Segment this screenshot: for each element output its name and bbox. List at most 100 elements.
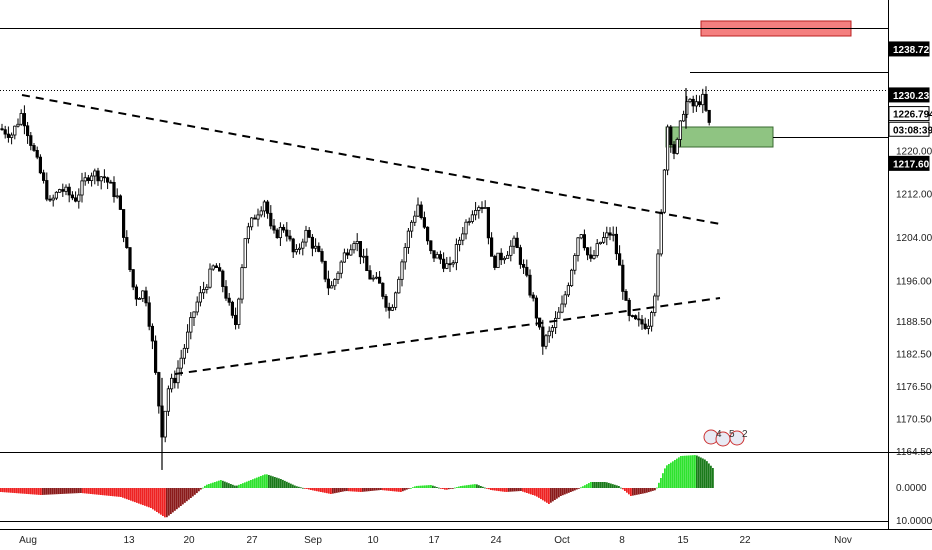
oscillator-bar <box>54 488 56 495</box>
price-label-countdown[interactable]: 03:08:39 <box>888 121 932 137</box>
candle <box>365 248 369 272</box>
oscillator-bar <box>184 488 186 503</box>
oscillator-bar <box>118 488 120 497</box>
oscillator-bar <box>58 488 60 495</box>
oscillator-bar <box>410 488 412 489</box>
oscillator-bar <box>478 485 480 488</box>
oscillator-bar <box>678 457 680 488</box>
event-count-3: 2 <box>742 429 748 440</box>
price-label-boxed[interactable]: 1230.237 <box>888 87 932 103</box>
candle <box>560 295 564 314</box>
oscillator-bar <box>634 488 636 496</box>
oscillator-bar <box>382 488 384 491</box>
candle <box>640 314 644 330</box>
oscillator-bar <box>26 488 28 494</box>
oscillator-bar <box>384 488 386 491</box>
y-tick-label: 1170.500 <box>896 415 932 426</box>
x-tick-label: 27 <box>246 535 258 546</box>
oscillator-bar <box>114 488 116 497</box>
oscillator-bar <box>476 484 478 488</box>
oscillator-bar <box>568 488 570 493</box>
oscillator-bar <box>172 488 174 513</box>
oscillator-bar <box>700 457 702 488</box>
oscillator-bar <box>6 488 8 493</box>
oscillator-bar <box>292 484 294 488</box>
candle <box>349 244 353 256</box>
candle <box>64 184 68 196</box>
candle <box>240 264 244 304</box>
oscillator-bar <box>452 488 454 489</box>
oscillator-bar <box>396 488 398 492</box>
oscillator-bar <box>214 482 216 488</box>
oscillator-bar <box>486 488 488 489</box>
x-tick-label: 13 <box>123 535 135 546</box>
y-tick-label: 1188.500 <box>896 317 932 328</box>
price-label-current[interactable]: 1226.794 <box>888 106 932 122</box>
price-label-boxed[interactable]: 1217.602 <box>888 155 932 171</box>
oscillator-bar <box>344 488 346 492</box>
event-count-1: 4 <box>716 429 722 440</box>
candle <box>419 201 423 220</box>
oscillator-bar <box>624 488 626 491</box>
oscillator-bar <box>586 484 588 488</box>
oscillator-bar <box>696 455 698 488</box>
oscillator-bar <box>28 488 30 495</box>
candle <box>249 217 254 231</box>
oscillator-bar <box>484 487 486 489</box>
candle <box>35 146 39 160</box>
candle <box>169 373 174 393</box>
candle <box>278 222 283 247</box>
oscillator-bar <box>370 488 372 491</box>
lower-trendline[interactable] <box>174 297 721 375</box>
candle <box>166 385 170 416</box>
candle <box>96 167 100 186</box>
event-badge[interactable]: 4 5 2 <box>703 429 748 447</box>
candle <box>678 120 683 147</box>
oscillator-bar <box>414 486 416 488</box>
candle <box>595 239 599 258</box>
candle <box>653 293 657 317</box>
oscillator-bar <box>670 462 672 488</box>
candle <box>29 132 33 151</box>
candle <box>301 238 305 256</box>
y-tick-label: 1196.000 <box>896 276 932 287</box>
candle <box>637 311 641 327</box>
oscillator-bar <box>466 485 468 488</box>
oscillator-bar <box>338 488 340 493</box>
candle <box>624 289 628 301</box>
price-labels: 1238.726 1230.237 1226.794 03:08:39 1217.602 <box>888 41 932 171</box>
demand-zone[interactable] <box>665 126 774 148</box>
oscillator-bar <box>632 488 634 496</box>
oscillator-bar <box>128 488 130 500</box>
candle <box>93 168 97 185</box>
candle <box>211 264 215 271</box>
oscillator-bar <box>644 488 646 494</box>
candle <box>297 243 302 255</box>
oscillator-bar <box>330 488 332 494</box>
oscillator-bar <box>708 463 710 488</box>
candle <box>269 205 273 230</box>
oscillator-bar <box>422 485 424 488</box>
candle <box>534 295 539 327</box>
price-label-boxed[interactable]: 1238.726 <box>888 41 932 57</box>
oscillator-bar <box>2 488 4 493</box>
upper-trendline[interactable] <box>21 94 721 225</box>
oscillator-bar <box>32 488 34 495</box>
oscillator-bar <box>470 484 472 488</box>
candle <box>230 300 234 319</box>
x-axis: Aug 13 20 27 Sep 10 17 24 Oct 8 15 22 Nov <box>19 535 852 546</box>
oscillator-bar <box>196 488 198 494</box>
candle <box>272 218 276 234</box>
candle <box>557 307 561 319</box>
oscillator-bar <box>336 488 338 493</box>
oscillator-bar <box>332 488 334 494</box>
oscillator-bar <box>280 479 282 488</box>
candle <box>608 227 612 241</box>
candle <box>377 271 382 284</box>
oscillator-bar <box>398 488 400 492</box>
price-label-text: 1230.237 <box>893 91 932 102</box>
oscillator-bar <box>76 488 78 494</box>
candle <box>288 229 292 242</box>
candle <box>406 227 411 254</box>
oscillator-bar <box>448 488 450 490</box>
